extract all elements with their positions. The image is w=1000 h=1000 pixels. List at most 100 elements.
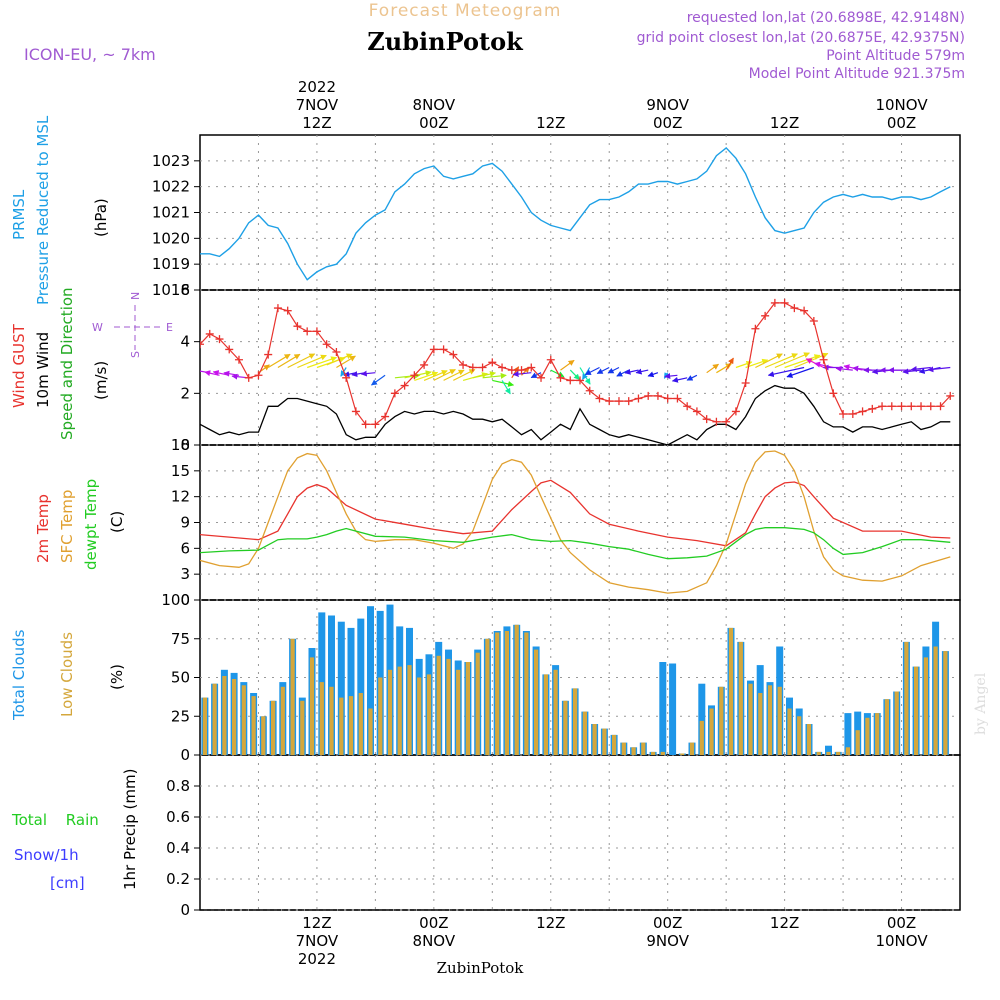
low-cloud-bar xyxy=(280,686,285,755)
low-cloud-bar xyxy=(689,742,695,755)
footer-station: ZubinPotok xyxy=(437,959,525,977)
gust-marker xyxy=(254,371,263,380)
gust-marker xyxy=(936,402,945,411)
low-cloud-bar xyxy=(368,708,373,755)
wind-arrow xyxy=(307,356,338,369)
gust-marker xyxy=(741,379,750,387)
temp-dewpt-label: dewpt Temp xyxy=(82,479,100,570)
time-label-bottom: 00Z xyxy=(653,914,682,932)
y-tick-label: 0.4 xyxy=(166,839,190,857)
pressure-label-prmsl: PRMSL xyxy=(10,189,28,240)
low-cloud-bar xyxy=(738,641,743,755)
wind-arrow xyxy=(336,355,356,369)
wind-arrow xyxy=(287,353,316,369)
low-cloud-bar xyxy=(378,677,383,755)
gust-marker xyxy=(926,402,935,411)
gust-marker xyxy=(410,371,419,380)
wind-labels: Wind GUST 10m Wind Speed and Direction (… xyxy=(10,287,173,440)
compass-south: S xyxy=(129,351,142,358)
y-tick-label: 1023 xyxy=(152,152,190,170)
wind-arrow xyxy=(755,353,783,369)
gust-marker xyxy=(371,420,380,429)
y-tick-label: 0.2 xyxy=(166,870,190,888)
compass-rose: W E N S xyxy=(92,292,173,358)
wind-gust-line xyxy=(200,302,951,425)
y-tick-label: 50 xyxy=(171,669,190,687)
wind-arrow xyxy=(371,374,386,386)
gust-marker xyxy=(770,298,779,307)
gust-marker xyxy=(907,402,916,411)
low-cloud-bar xyxy=(806,724,812,755)
y-tick-label: 0.6 xyxy=(166,808,190,826)
temp-sfc-label: SFC Temp xyxy=(58,490,76,563)
gust-marker xyxy=(400,381,409,390)
low-cloud-bar xyxy=(407,665,412,755)
wind-arrow xyxy=(560,359,575,371)
gust-marker xyxy=(225,345,234,354)
gust-marker xyxy=(205,329,214,338)
dewpoint-line xyxy=(200,527,951,560)
low-cloud-bar xyxy=(728,627,734,755)
y-tick-label: 3 xyxy=(180,565,190,583)
temperature-labels: 2m Temp SFC Temp dewpt Temp (C) xyxy=(34,479,126,570)
gust-marker xyxy=(800,306,809,315)
wind-arrow xyxy=(414,371,439,381)
sfc-temp-line xyxy=(200,450,951,594)
low-cloud-bar xyxy=(543,674,548,755)
y-tick-label: 6 xyxy=(180,281,190,299)
low-cloud-bar xyxy=(241,685,246,756)
y-tick-label: 9 xyxy=(180,514,190,532)
pressure-labels: PRMSL Pressure Reduced to MSL (hPa) xyxy=(10,115,110,305)
time-label-top: 7NOV xyxy=(296,96,339,114)
time-label-top: 12Z xyxy=(302,114,331,132)
y-tick-label: 15 xyxy=(171,462,190,480)
gust-marker xyxy=(293,322,302,331)
wind-arrow xyxy=(501,380,511,395)
gust-marker xyxy=(517,366,526,375)
y-tick-label: 0 xyxy=(180,901,190,919)
wind-gust-label: Wind GUST xyxy=(10,323,28,408)
time-label-bottom: 2022 xyxy=(298,950,336,968)
wind-arrow xyxy=(297,354,327,369)
gust-marker xyxy=(342,373,351,382)
total-cloud-bar xyxy=(337,621,345,755)
pressure-series xyxy=(200,146,951,281)
time-label-bottom: 12Z xyxy=(536,914,565,932)
grid-lines xyxy=(200,135,960,911)
time-label-top: 2022 xyxy=(298,78,336,96)
y-tick-label: 0 xyxy=(180,746,190,764)
low-cloud-bar xyxy=(514,624,519,755)
time-label-top: 00Z xyxy=(419,114,448,132)
time-label-top: 8NOV xyxy=(413,96,456,114)
low-cloud-bar xyxy=(212,683,217,755)
wind-arrow xyxy=(607,366,620,374)
low-cloud-bar xyxy=(319,682,324,755)
wind-arrow xyxy=(569,369,580,381)
gust-marker xyxy=(200,340,204,349)
total-cloud-bar xyxy=(347,627,355,755)
gust-marker xyxy=(790,304,799,313)
gust-marker xyxy=(839,410,848,418)
gust-marker xyxy=(829,389,838,398)
wind-arrow xyxy=(910,366,931,373)
wind-arrow xyxy=(835,365,853,372)
gust-marker xyxy=(692,407,701,416)
wind-arrow xyxy=(511,366,520,379)
wind-10m-label: 10m Wind xyxy=(34,332,52,408)
time-label-top: 12Z xyxy=(536,114,565,132)
wind-unit: (m/s) xyxy=(92,361,110,400)
low-cloud-bar xyxy=(758,693,763,755)
wind-arrow xyxy=(453,368,476,381)
gust-marker xyxy=(809,317,818,325)
low-cloud-bar xyxy=(485,638,490,756)
low-cloud-bar xyxy=(553,669,558,756)
y-tick-label: 12 xyxy=(171,488,190,506)
time-label-bottom: 12Z xyxy=(302,914,331,932)
wind-arrow xyxy=(433,368,456,381)
total-cloud-bar xyxy=(367,606,374,755)
y-tick-label: 0 xyxy=(180,436,190,454)
total-cloud-bar xyxy=(825,745,832,755)
low-cloud-bar xyxy=(787,708,792,755)
total-cloud-bar xyxy=(328,615,335,755)
gust-marker xyxy=(546,355,555,364)
